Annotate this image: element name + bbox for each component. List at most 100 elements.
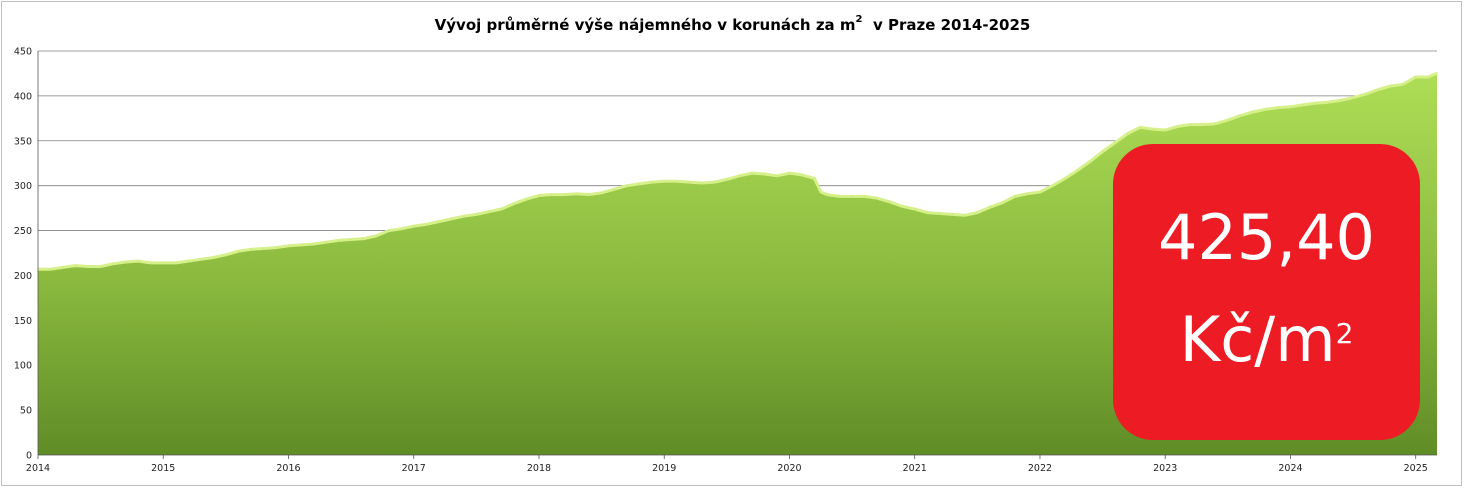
chart-title-main: Vývoj průměrné výše nájemného v korunách… [434,16,856,34]
data-point [250,248,252,250]
data-point [1252,111,1254,113]
data-point [162,262,164,264]
data-point [651,181,653,183]
data-point [225,254,227,256]
data-point [1302,104,1304,106]
data-point [187,260,189,262]
data-point [1152,128,1154,130]
data-point [450,218,452,220]
data-point [788,172,791,174]
data-point [876,197,878,199]
data-point [638,183,640,185]
x-tick-label: 2020 [777,463,801,474]
data-point [839,195,841,197]
data-point [1189,124,1191,126]
data-point [901,205,903,207]
data-point [1289,106,1292,108]
data-point [538,194,540,197]
data-point [1102,151,1104,153]
data-point [212,256,214,259]
data-point [1402,83,1404,85]
data-point [513,203,515,205]
y-tick-label: 400 [14,91,32,102]
data-point [1365,93,1367,95]
area-series-edge [38,71,1438,271]
data-point [1239,115,1241,117]
data-point [175,262,177,264]
y-tick-label: 50 [20,406,32,417]
data-point [338,239,340,241]
data-point [976,212,978,214]
data-point [1026,193,1028,195]
x-tick-label: 2023 [1153,463,1177,474]
unit-sup: 2 [1335,317,1354,350]
data-point [1327,101,1329,103]
data-point [112,263,114,265]
data-point [613,188,615,190]
data-point [1202,124,1204,126]
unit-text: Kč/m [1179,303,1336,376]
data-point [820,191,822,193]
current-value-unit: Kč/m2 [1113,304,1420,376]
data-point [989,206,991,208]
x-tick-label: 2021 [903,463,927,474]
data-point [1264,108,1266,110]
data-point [137,260,139,262]
data-point [663,180,665,182]
data-point [676,180,678,182]
data-point [1064,177,1066,180]
y-tick-label: 300 [14,181,32,192]
data-point [300,244,302,246]
y-tick-label: 200 [14,271,32,282]
data-point [1314,102,1317,104]
data-point [563,194,565,196]
chart-title-tail: v Praze 2014-2025 [872,16,1031,34]
data-point [1352,97,1354,99]
data-point [751,172,753,174]
y-tick-label: 0 [26,451,32,462]
data-point [826,194,828,196]
data-point [1127,133,1129,135]
data-point [425,223,427,225]
x-tick-label: 2014 [26,463,50,474]
data-point [1377,89,1379,91]
data-point [864,195,866,197]
data-point [150,262,152,264]
data-point [939,212,941,215]
x-tick-label: 2025 [1404,463,1428,474]
y-tick-label: 100 [14,361,32,372]
chart-title-sup: 2 [855,14,863,25]
data-point [262,247,264,250]
data-point [525,198,528,200]
data-point [400,228,402,230]
data-point [1001,202,1004,204]
data-point [237,250,239,252]
data-point [363,238,365,240]
x-tick-label: 2016 [276,463,300,474]
data-point [588,194,590,196]
data-point [1051,185,1054,187]
data-point [375,235,377,237]
current-value-badge: 425,40 Kč/m2 [1113,144,1420,440]
data-point [1227,119,1229,121]
data-point [1415,76,1417,78]
data-point [475,213,477,215]
data-point [325,241,327,243]
data-point [1390,85,1392,87]
data-point [1039,191,1041,193]
current-value: 425,40 [1158,201,1375,274]
x-tick-label: 2017 [402,463,426,474]
data-point [1277,107,1279,109]
data-point [763,173,766,175]
data-point [1014,195,1016,197]
chart-title: Vývoj průměrné výše nájemného v korunách… [0,14,1465,34]
data-point [951,213,953,215]
data-point [1089,160,1091,162]
data-point [87,265,89,268]
data-point [287,245,290,247]
x-tick-label: 2015 [151,463,175,474]
data-point [964,214,966,216]
data-point [75,265,77,267]
data-point [1139,126,1141,128]
y-tick-label: 250 [14,226,32,237]
